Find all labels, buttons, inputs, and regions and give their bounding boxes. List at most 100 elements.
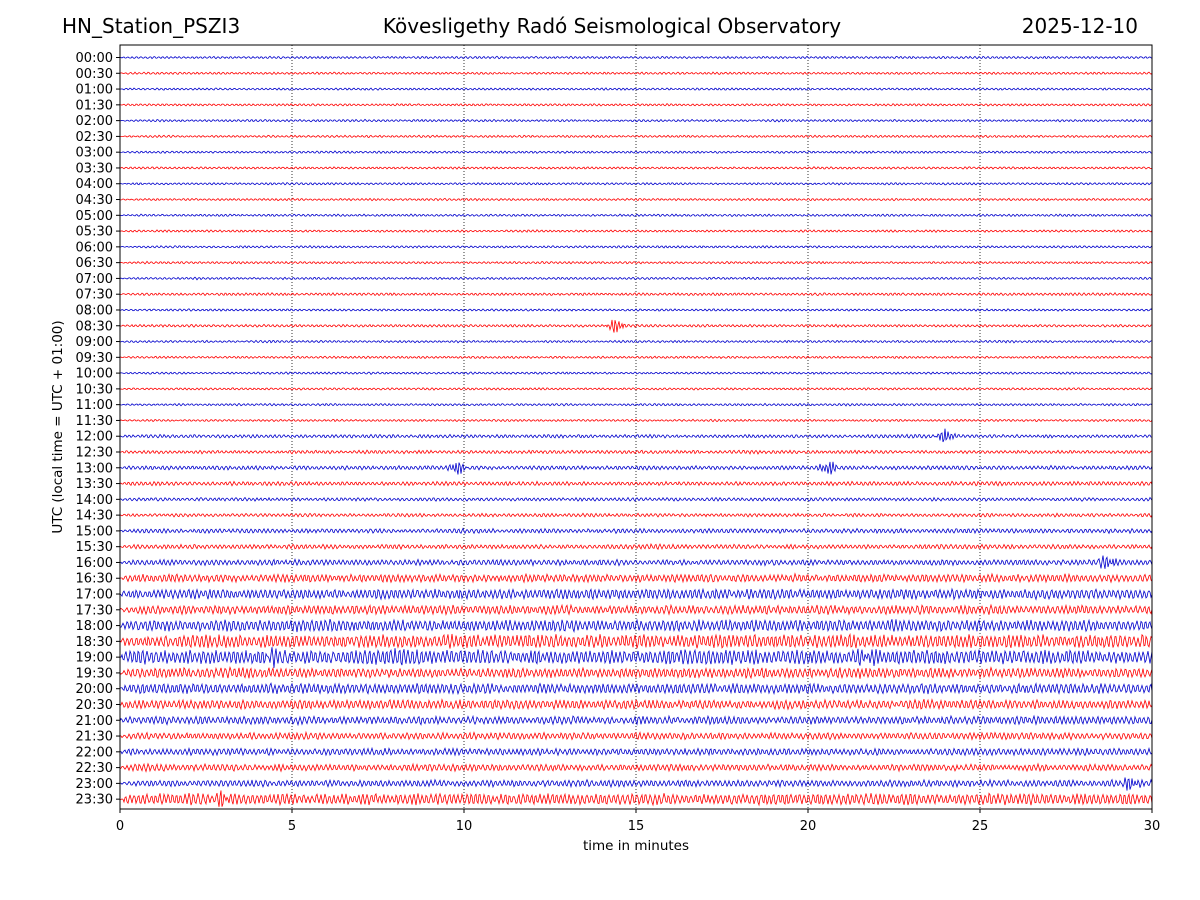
trace-2130 [119, 730, 1153, 741]
trace-0230 [119, 134, 1153, 139]
y-tick-label-7: 03:30 [76, 161, 113, 176]
trace-1400 [119, 496, 1153, 503]
y-tick-label-32: 16:00 [76, 556, 113, 571]
station-title: HN_Station_PSZI3 [62, 14, 241, 38]
trace-0100 [119, 87, 1153, 91]
y-tick-label-14: 07:00 [76, 272, 113, 287]
trace-0730 [119, 291, 1153, 297]
y-tick-label-22: 11:00 [76, 398, 113, 413]
x-tick-label-1: 5 [288, 819, 296, 834]
trace-1630 [119, 572, 1153, 584]
y-tick-label-11: 05:30 [76, 225, 113, 240]
grid-lines [291, 45, 981, 809]
y-tick-label-40: 20:00 [76, 682, 113, 697]
y-tick-label-45: 22:30 [76, 761, 113, 776]
trace-0330 [119, 166, 1153, 170]
y-tick-label-17: 08:30 [76, 319, 113, 334]
trace-0000 [119, 55, 1153, 60]
y-tick-label-20: 10:00 [76, 367, 113, 382]
x-tick-label-6: 30 [1144, 819, 1161, 834]
trace-2300 [119, 777, 1153, 791]
date-title: 2025-12-10 [1021, 14, 1138, 38]
traces [119, 55, 1153, 807]
x-axis-label: time in minutes [583, 838, 689, 854]
trace-0200 [119, 118, 1153, 123]
trace-2000 [119, 682, 1153, 696]
trace-0500 [119, 213, 1153, 218]
trace-0700 [119, 276, 1153, 281]
y-tick-label-33: 16:30 [76, 572, 113, 587]
x-tick-label-4: 20 [800, 819, 817, 834]
y-tick-label-24: 12:00 [76, 430, 113, 445]
y-tick-label-43: 21:30 [76, 730, 113, 745]
trace-0130 [119, 103, 1153, 107]
trace-0300 [119, 150, 1153, 154]
y-axis-ticks: 00:0000:3001:0001:3002:0002:3003:0003:30… [76, 51, 120, 808]
y-tick-label-2: 01:00 [76, 83, 113, 98]
trace-0630 [119, 260, 1153, 265]
y-tick-label-9: 04:30 [76, 193, 113, 208]
y-tick-label-35: 17:30 [76, 603, 113, 618]
y-tick-label-16: 08:00 [76, 303, 113, 318]
y-tick-label-0: 00:00 [76, 51, 113, 66]
y-tick-label-37: 18:30 [76, 635, 113, 650]
y-tick-label-19: 09:30 [76, 351, 113, 366]
trace-2100 [119, 714, 1153, 727]
y-tick-label-41: 20:30 [76, 698, 113, 713]
y-tick-label-10: 05:00 [76, 209, 113, 224]
y-tick-label-42: 21:00 [76, 714, 113, 729]
y-tick-label-26: 13:00 [76, 461, 113, 476]
trace-0830 [119, 319, 1153, 333]
y-tick-label-13: 06:30 [76, 256, 113, 271]
y-tick-label-39: 19:30 [76, 666, 113, 681]
x-tick-label-2: 10 [456, 819, 473, 834]
y-tick-label-12: 06:00 [76, 240, 113, 255]
y-tick-label-1: 00:30 [76, 67, 113, 82]
trace-1300 [119, 461, 1153, 475]
y-tick-label-6: 03:00 [76, 146, 113, 161]
x-tick-label-0: 0 [116, 819, 124, 834]
trace-1800 [119, 618, 1153, 633]
y-tick-label-31: 15:30 [76, 540, 113, 555]
x-tick-label-5: 25 [972, 819, 989, 834]
y-tick-label-38: 19:00 [76, 651, 113, 666]
trace-0600 [119, 244, 1153, 249]
y-tick-label-25: 12:30 [76, 446, 113, 461]
trace-1900 [119, 647, 1153, 668]
y-tick-label-46: 23:00 [76, 777, 113, 792]
y-axis-label: UTC (local time = UTC + 01:00) [50, 320, 66, 533]
trace-1000 [119, 371, 1153, 375]
trace-1100 [119, 402, 1153, 407]
trace-1730 [119, 603, 1153, 616]
trace-0400 [119, 181, 1153, 186]
x-tick-label-3: 15 [628, 819, 645, 834]
trace-0530 [119, 229, 1153, 233]
y-tick-label-18: 09:00 [76, 335, 113, 350]
observatory-title: Kövesligethy Radó Seismological Observat… [382, 14, 842, 38]
y-tick-label-47: 23:30 [76, 793, 113, 808]
trace-1500 [119, 527, 1153, 535]
trace-1330 [119, 480, 1153, 487]
y-tick-label-4: 02:00 [76, 114, 113, 129]
x-axis-ticks: 0 5 10 15 20 25 30 [116, 809, 1160, 834]
y-tick-label-15: 07:30 [76, 288, 113, 303]
trace-0430 [119, 197, 1153, 202]
trace-1700 [119, 587, 1153, 601]
trace-1930 [119, 666, 1153, 680]
trace-1430 [119, 512, 1153, 518]
trace-2230 [119, 762, 1153, 773]
trace-2200 [119, 746, 1153, 757]
y-tick-label-3: 01:30 [76, 98, 113, 113]
trace-2330 [119, 790, 1153, 807]
trace-0900 [119, 339, 1153, 344]
trace-0930 [119, 355, 1153, 360]
trace-1600 [119, 555, 1153, 569]
y-tick-label-28: 14:00 [76, 493, 113, 508]
trace-1200 [119, 428, 1153, 443]
y-tick-label-30: 15:00 [76, 524, 113, 539]
y-tick-label-21: 10:30 [76, 382, 113, 397]
y-tick-label-29: 14:30 [76, 509, 113, 524]
y-tick-label-34: 17:00 [76, 588, 113, 603]
trace-1830 [119, 633, 1153, 649]
